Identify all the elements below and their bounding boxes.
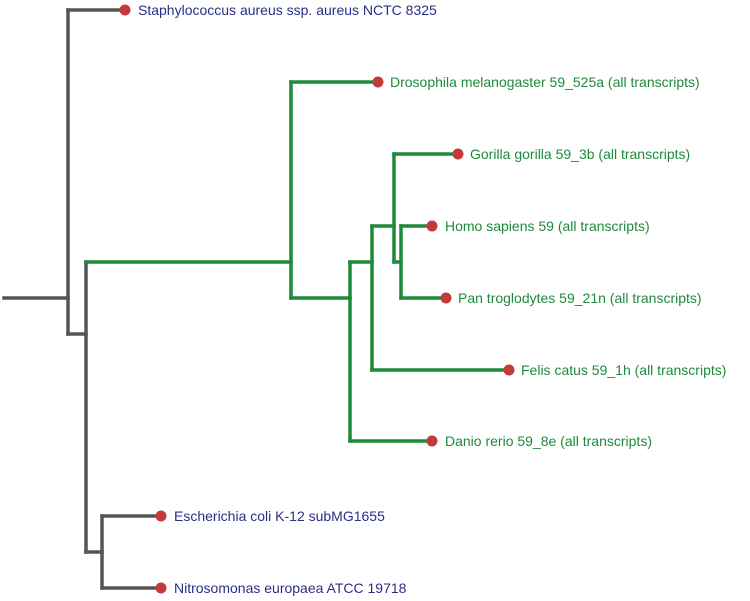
leaf-homo[interactable]: Homo sapiens 59 (all transcripts) (426, 218, 650, 234)
outgroup-branches (2, 8, 163, 590)
leaf-label: Escherichia coli K-12 subMG1655 (174, 508, 385, 524)
leaf-label: Danio rerio 59_8e (all transcripts) (445, 433, 652, 449)
leaf-node-dot (503, 364, 515, 376)
leaf-node-dot (426, 435, 438, 447)
leaf-danio[interactable]: Danio rerio 59_8e (all transcripts) (426, 433, 652, 449)
leaf-node-dot (426, 220, 438, 232)
leaf-node-dot (452, 148, 464, 160)
leaf-node-dot (372, 76, 384, 88)
leaf-label: Nitrosomonas europaea ATCC 19718 (174, 580, 407, 596)
leaf-label: Homo sapiens 59 (all transcripts) (445, 218, 650, 234)
leaf-label: Gorilla gorilla 59_3b (all transcripts) (470, 146, 690, 162)
leaf-node-dot (155, 582, 167, 594)
leaf-gorilla[interactable]: Gorilla gorilla 59_3b (all transcripts) (452, 146, 691, 162)
leaf-node-dot (440, 292, 452, 304)
leaf-staphylococcus[interactable]: Staphylococcus aureus ssp. aureus NCTC 8… (119, 2, 438, 18)
leaf-label: Felis catus 59_1h (all transcripts) (521, 362, 726, 378)
leaf-label: Pan troglodytes 59_21n (all transcripts) (458, 290, 702, 306)
leaf-escherichia[interactable]: Escherichia coli K-12 subMG1655 (155, 508, 386, 524)
leaf-nitrosomonas[interactable]: Nitrosomonas europaea ATCC 19718 (155, 580, 407, 596)
leaf-label: Staphylococcus aureus ssp. aureus NCTC 8… (138, 2, 437, 18)
leaf-felis[interactable]: Felis catus 59_1h (all transcripts) (503, 362, 727, 378)
eukaryote-branches (84, 80, 511, 443)
leaf-pan[interactable]: Pan troglodytes 59_21n (all transcripts) (440, 290, 702, 306)
leaf-node-dot (119, 4, 131, 16)
leaf-drosophila[interactable]: Drosophila melanogaster 59_525a (all tra… (372, 74, 700, 90)
leaf-node-dot (155, 510, 167, 522)
leaf-label: Drosophila melanogaster 59_525a (all tra… (390, 74, 700, 90)
